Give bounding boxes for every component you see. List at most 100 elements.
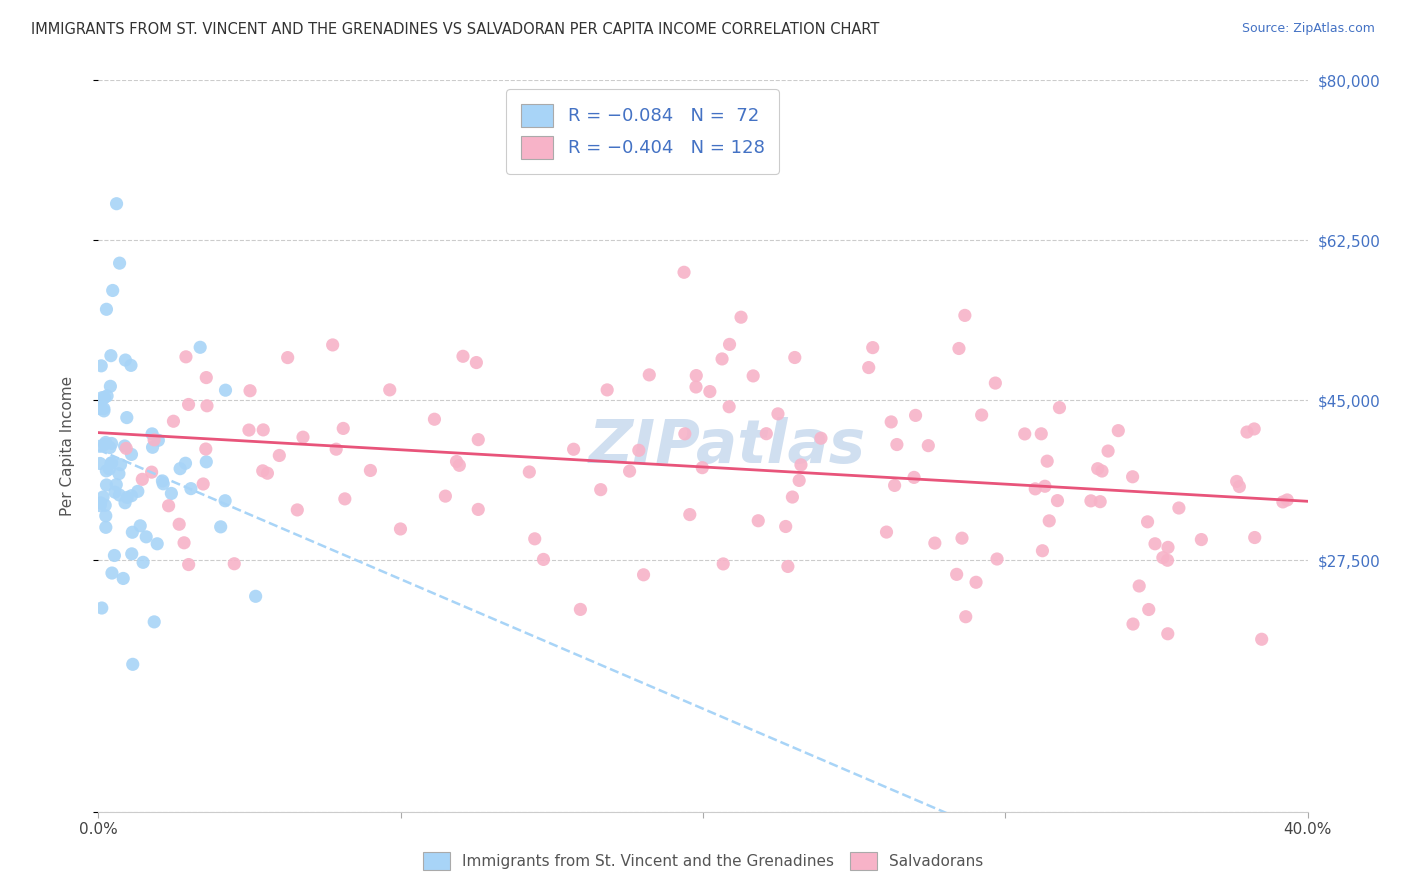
Point bbox=[790, 458, 813, 472]
Point bbox=[252, 464, 274, 478]
Point bbox=[1136, 515, 1159, 529]
Point bbox=[1046, 493, 1069, 508]
Point bbox=[322, 338, 344, 352]
Point bbox=[90, 359, 112, 373]
Text: IMMIGRANTS FROM ST. VINCENT AND THE GRENADINES VS SALVADORAN PER CAPITA INCOME C: IMMIGRANTS FROM ST. VINCENT AND THE GREN… bbox=[31, 22, 879, 37]
Point bbox=[883, 478, 905, 492]
Point bbox=[986, 552, 1008, 566]
Point bbox=[194, 442, 217, 456]
Point bbox=[132, 555, 155, 569]
Point bbox=[91, 490, 114, 504]
Point bbox=[446, 454, 468, 468]
Point bbox=[333, 491, 356, 506]
Point bbox=[1128, 579, 1150, 593]
Point bbox=[904, 409, 927, 423]
Point bbox=[1087, 461, 1109, 475]
Point bbox=[1227, 479, 1250, 493]
Point bbox=[252, 423, 274, 437]
Point bbox=[1014, 426, 1036, 441]
Point bbox=[685, 368, 707, 383]
Y-axis label: Per Capita Income: Per Capita Income bbox=[60, 376, 75, 516]
Point bbox=[224, 557, 246, 571]
Point bbox=[1038, 514, 1060, 528]
Point bbox=[162, 414, 184, 428]
Point bbox=[174, 456, 197, 470]
Point bbox=[1107, 424, 1129, 438]
Point bbox=[562, 442, 585, 457]
Point bbox=[945, 567, 967, 582]
Point bbox=[214, 493, 236, 508]
Point bbox=[195, 399, 218, 413]
Point bbox=[101, 566, 124, 580]
Point bbox=[121, 525, 143, 540]
Point bbox=[120, 359, 142, 373]
Point bbox=[1143, 537, 1166, 551]
Point bbox=[98, 441, 121, 455]
Point bbox=[523, 532, 546, 546]
Point bbox=[1226, 475, 1249, 489]
Point bbox=[214, 383, 236, 397]
Legend: R = −0.084   N =  72, R = −0.404   N = 128: R = −0.084 N = 72, R = −0.404 N = 128 bbox=[506, 89, 779, 174]
Point bbox=[325, 442, 347, 457]
Point bbox=[970, 408, 993, 422]
Point bbox=[141, 426, 163, 441]
Point bbox=[108, 488, 131, 502]
Point bbox=[143, 433, 166, 447]
Point bbox=[94, 435, 117, 450]
Point bbox=[157, 499, 180, 513]
Legend: Immigrants from St. Vincent and the Grenadines, Salvadorans: Immigrants from St. Vincent and the Gren… bbox=[415, 845, 991, 877]
Point bbox=[1097, 444, 1119, 458]
Point bbox=[167, 517, 190, 532]
Point bbox=[1122, 469, 1144, 483]
Point bbox=[596, 383, 619, 397]
Point bbox=[359, 463, 381, 477]
Point bbox=[89, 457, 111, 471]
Point bbox=[984, 376, 1007, 390]
Point bbox=[1236, 425, 1258, 439]
Point bbox=[1156, 553, 1178, 567]
Point bbox=[886, 437, 908, 451]
Point bbox=[880, 415, 903, 429]
Point bbox=[766, 407, 789, 421]
Point bbox=[148, 434, 170, 448]
Point bbox=[114, 496, 136, 510]
Point bbox=[1250, 632, 1272, 647]
Point bbox=[115, 442, 138, 456]
Point bbox=[173, 536, 195, 550]
Point bbox=[1122, 617, 1144, 632]
Point bbox=[90, 394, 112, 409]
Point bbox=[100, 379, 122, 393]
Point bbox=[143, 615, 166, 629]
Point bbox=[238, 423, 260, 437]
Point bbox=[862, 341, 884, 355]
Point bbox=[775, 519, 797, 533]
Point bbox=[1189, 533, 1212, 547]
Point bbox=[467, 502, 489, 516]
Point bbox=[100, 349, 122, 363]
Point bbox=[93, 401, 115, 416]
Point bbox=[100, 456, 122, 470]
Point bbox=[965, 575, 987, 590]
Point bbox=[1277, 492, 1299, 507]
Point bbox=[129, 518, 152, 533]
Point bbox=[1049, 401, 1071, 415]
Point bbox=[1157, 627, 1180, 641]
Point bbox=[195, 455, 218, 469]
Point bbox=[115, 491, 138, 505]
Point bbox=[110, 458, 132, 472]
Point bbox=[1243, 531, 1265, 545]
Point bbox=[131, 472, 153, 486]
Point bbox=[378, 383, 401, 397]
Point bbox=[177, 397, 200, 411]
Point bbox=[94, 508, 117, 523]
Point bbox=[1091, 464, 1114, 478]
Point bbox=[633, 567, 655, 582]
Point bbox=[105, 196, 128, 211]
Point bbox=[112, 571, 135, 585]
Point bbox=[742, 368, 765, 383]
Point bbox=[169, 461, 191, 475]
Point bbox=[152, 474, 174, 488]
Point bbox=[195, 370, 218, 384]
Point bbox=[193, 477, 215, 491]
Point bbox=[291, 430, 314, 444]
